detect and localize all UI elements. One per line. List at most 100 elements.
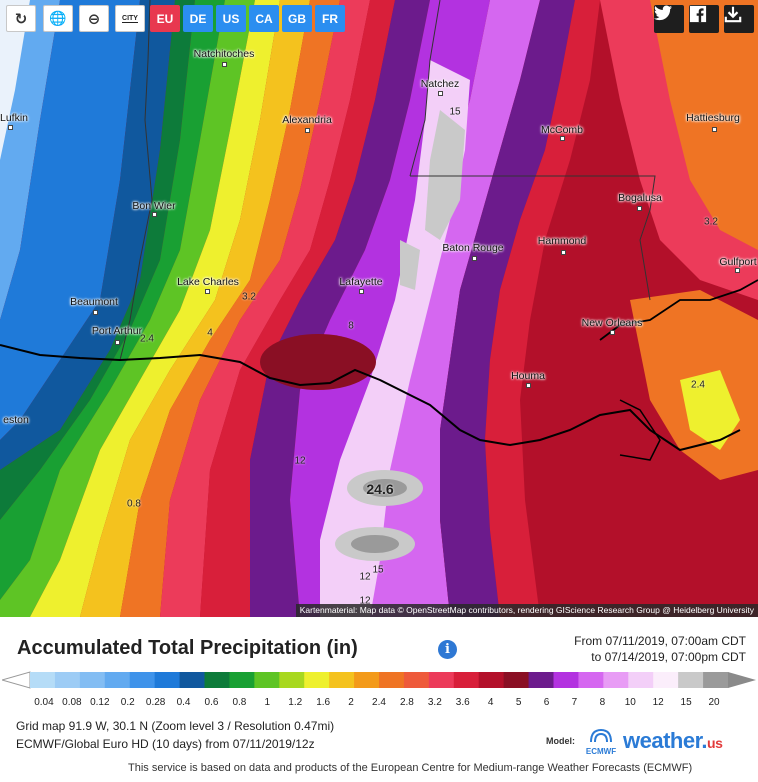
- region-button-ca[interactable]: CA: [249, 5, 279, 32]
- scale-tick-label: 6: [543, 697, 550, 708]
- download-button[interactable]: [724, 5, 754, 33]
- city-label: Lufkin: [0, 112, 29, 124]
- city-label: Hammond: [537, 235, 587, 247]
- city-label: Bon Wier: [132, 200, 176, 212]
- globe-icon: 🌐: [49, 10, 67, 26]
- scale-tick-label: 10: [624, 697, 636, 708]
- city-label: Port Arthur: [91, 325, 143, 337]
- scale-tick-label: 2.4: [372, 697, 386, 708]
- scale-color-bin: [478, 672, 505, 688]
- scale-color-bin: [304, 672, 330, 688]
- scale-tick-label: 7: [571, 697, 578, 708]
- scale-tick-label: 1.2: [288, 697, 303, 708]
- twitter-share-button[interactable]: [654, 5, 684, 33]
- zoom-out-button[interactable]: ⊖: [79, 5, 109, 32]
- city-label: McComb: [540, 124, 584, 136]
- city-marker: [152, 212, 157, 217]
- city-label: Alexandria: [282, 114, 332, 126]
- facebook-icon: [689, 5, 707, 23]
- globe-button[interactable]: 🌐: [43, 5, 73, 32]
- region-label: US: [222, 11, 240, 26]
- city-label: Natchez: [420, 78, 460, 90]
- refresh-icon: ↻: [14, 10, 28, 28]
- scale-color-bin: [229, 672, 255, 688]
- scale-color-bin: [104, 672, 131, 688]
- scale-color-bin: [179, 672, 205, 688]
- scale-color-bin: [54, 672, 81, 688]
- date-range-to: to 07/14/2019, 07:00pm CDT: [591, 650, 746, 664]
- scale-tick-label: 3.2: [427, 697, 442, 708]
- model-label: Model:: [546, 736, 575, 746]
- city-label: Beaumont: [70, 296, 118, 308]
- city-label: eston: [3, 414, 29, 426]
- contour-value-label: 4: [207, 327, 213, 339]
- info-icon[interactable]: i: [438, 640, 457, 659]
- city-label: Houma: [511, 370, 545, 382]
- brand-name: weather.: [623, 728, 708, 753]
- data-disclaimer: This service is based on data and produc…: [128, 762, 693, 774]
- region-button-gb[interactable]: GB: [282, 5, 312, 32]
- contour-value-label: 3.2: [242, 291, 256, 303]
- grid-info: Grid map 91.9 W, 30.1 N (Zoom level 3 / …: [16, 719, 335, 733]
- facebook-share-button[interactable]: [689, 5, 719, 33]
- scale-tick-label: 4: [487, 697, 494, 708]
- scale-color-bin: [678, 672, 704, 688]
- precipitation-field: [0, 0, 758, 617]
- scale-color-bin: [329, 672, 355, 688]
- scale-color-bin: [428, 672, 455, 688]
- color-scale-bar: [2, 671, 756, 689]
- city-marker: [359, 289, 364, 294]
- scale-tick-label: 0.8: [232, 697, 247, 708]
- city-label: New Orleans: [581, 317, 643, 329]
- contour-value-label: 12: [359, 571, 371, 583]
- scale-color-bin: [503, 672, 530, 688]
- city-marker: [561, 250, 566, 255]
- scale-color-bin: [279, 672, 305, 688]
- city-marker: [735, 268, 740, 273]
- region-button-us[interactable]: US: [216, 5, 246, 32]
- city-label: Lake Charles: [177, 276, 239, 288]
- zoom-out-icon: ⊖: [87, 10, 101, 28]
- contour-value-label: 2.4: [691, 379, 705, 391]
- region-button-eu[interactable]: EU: [150, 5, 180, 32]
- scale-color-bin: [79, 672, 106, 688]
- contour-value-label: 15: [372, 564, 384, 576]
- precipitation-map[interactable]: Natchitoches Lufkin Alexandria Natchez M…: [0, 0, 758, 617]
- scale-color-bin: [354, 672, 380, 688]
- scale-tick-label: 1: [264, 697, 271, 708]
- region-label: EU: [156, 11, 174, 26]
- scale-color-bin: [403, 672, 430, 688]
- city-marker: [115, 340, 120, 345]
- date-range-from: From 07/11/2019, 07:00am CDT: [574, 634, 746, 648]
- scale-tick-label: 20: [708, 697, 720, 708]
- scale-max-arrow: [728, 672, 756, 688]
- contour-value-label: 0.8: [127, 498, 141, 510]
- region-button-de[interactable]: DE: [183, 5, 213, 32]
- scale-tick-label: 12: [652, 697, 664, 708]
- refresh-button[interactable]: ↻: [6, 5, 36, 32]
- weather-us-logo[interactable]: weather.us: [623, 728, 723, 754]
- scale-tick-label: 2.8: [399, 697, 414, 708]
- city-marker: [560, 136, 565, 141]
- city-label: Baton Rouge: [442, 242, 504, 254]
- contour-value-label: 2.4: [140, 333, 154, 345]
- region-button-fr[interactable]: FR: [315, 5, 345, 32]
- ecmwf-logo-text: ECMWF: [585, 747, 617, 756]
- region-label: GB: [288, 11, 306, 26]
- scale-color-bin: [628, 672, 654, 688]
- scale-color-bin: [379, 672, 405, 688]
- map-attribution: Kartenmaterial: Map data © OpenStreetMap…: [295, 604, 758, 617]
- scale-color-bin: [578, 672, 604, 688]
- contour-value-label: 8: [348, 320, 354, 332]
- city-label: Hattiesburg: [686, 112, 740, 124]
- city-toggle-button[interactable]: CITY: [115, 5, 145, 32]
- scale-tick-label: 0.04: [34, 697, 54, 708]
- scale-color-bin: [453, 672, 480, 688]
- model-info: ECMWF/Global Euro HD (10 days) from 07/1…: [16, 737, 315, 751]
- region-label: CA: [255, 11, 273, 26]
- scale-tick-label: 2: [348, 697, 354, 708]
- city-marker: [610, 330, 615, 335]
- scale-color-bin: [703, 672, 729, 688]
- city-marker: [637, 206, 642, 211]
- ecmwf-logo: ECMWF: [583, 728, 619, 756]
